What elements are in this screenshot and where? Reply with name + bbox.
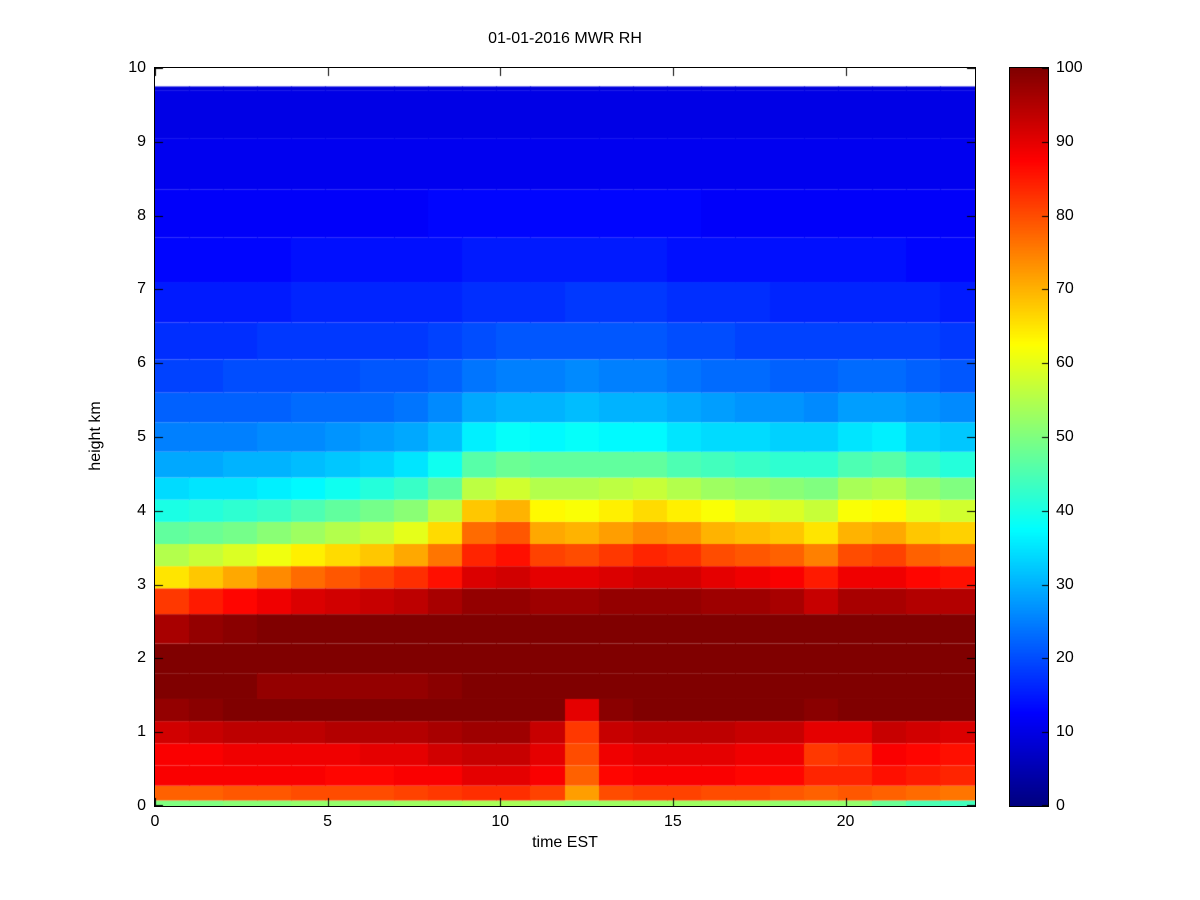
y-tick-label: 7: [137, 280, 146, 298]
colorbar-canvas: [1010, 68, 1048, 806]
x-tick-label: 0: [150, 813, 160, 830]
heatmap-canvas: [155, 68, 975, 806]
plot-area: [154, 67, 976, 807]
x-axis-label: time EST: [532, 834, 598, 851]
colorbar-tick-label: 100: [1056, 59, 1083, 76]
colorbar-tick-label: 90: [1056, 132, 1074, 150]
x-tick-label: 15: [663, 813, 682, 830]
y-tick-label: 5: [137, 428, 146, 445]
y-tick-label: 6: [137, 354, 146, 372]
colorbar-tick-label: 60: [1056, 354, 1074, 372]
y-tick-label: 10: [128, 59, 146, 76]
y-tick-label: 8: [137, 206, 146, 224]
x-tick-label: 20: [836, 813, 855, 830]
colorbar-tick-label: 70: [1056, 280, 1074, 298]
y-tick-label: 1: [137, 723, 146, 741]
colorbar: [1009, 67, 1049, 807]
colorbar-tick-label: 0: [1056, 797, 1065, 814]
colorbar-tick-label: 20: [1056, 649, 1074, 667]
x-tick-label: 5: [323, 813, 333, 830]
colorbar-tick-label: 30: [1056, 575, 1074, 593]
y-tick-label: 3: [137, 575, 146, 593]
colorbar-tick-label: 40: [1056, 501, 1074, 519]
chart-title: 01-01-2016 MWR RH: [488, 30, 642, 47]
colorbar-tick-label: 50: [1056, 428, 1074, 445]
y-tick-label: 2: [137, 649, 146, 667]
y-tick-label: 0: [137, 797, 146, 814]
y-tick-label: 9: [137, 132, 146, 150]
colorbar-tick-label: 80: [1056, 206, 1074, 224]
colorbar-tick-label: 10: [1056, 723, 1074, 741]
x-tick-label: 10: [491, 813, 510, 830]
y-tick-label: 4: [137, 501, 146, 519]
